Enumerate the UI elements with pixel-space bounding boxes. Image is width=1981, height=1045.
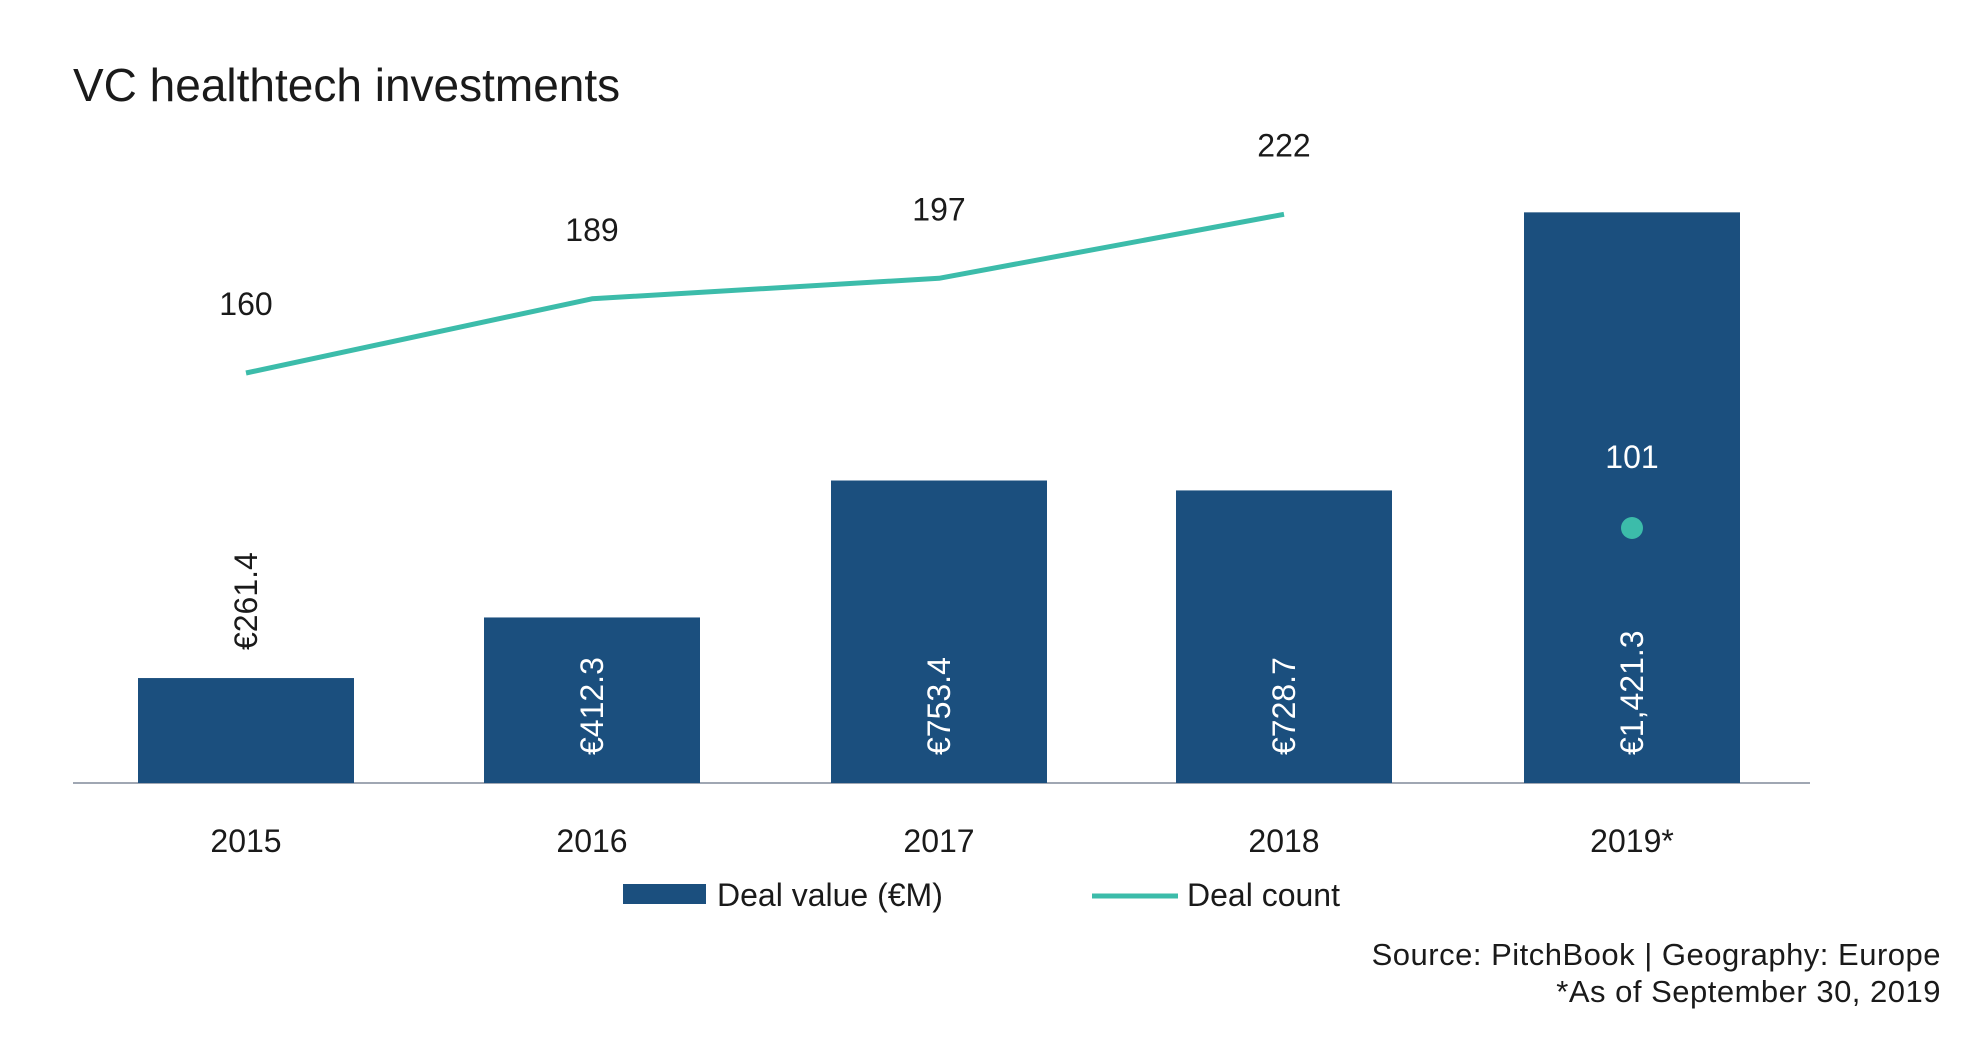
deal-count-point-2019 (1621, 517, 1643, 539)
bar-value-label: €412.3 (574, 657, 610, 755)
deal-count-label: 160 (219, 286, 272, 322)
legend-swatch-deal-value (623, 884, 706, 904)
chart-title: VC healthtech investments (73, 59, 621, 111)
date-note: *As of September 30, 2019 (1556, 974, 1941, 1010)
footer: Source: PitchBook | Geography: Europe *A… (1372, 936, 1941, 1010)
bar-value-label: €261.4 (228, 552, 264, 650)
bar-2015 (138, 678, 354, 783)
x-tick-label: 2018 (1248, 823, 1319, 859)
x-tick-label: 2017 (903, 823, 974, 859)
deal-count-label: 222 (1257, 127, 1310, 163)
x-tick-label: 2019* (1590, 823, 1674, 859)
bar-2018 (1176, 490, 1392, 783)
legend-label-deal-value: Deal value (€M) (717, 877, 943, 913)
bar-2017 (831, 480, 1047, 783)
deal-count-label: 101 (1605, 439, 1658, 475)
x-tick-label: 2015 (210, 823, 281, 859)
deal-count-line (245, 211, 1285, 376)
legend-label-deal-count: Deal count (1187, 877, 1340, 913)
bar-2019* (1524, 212, 1740, 784)
x-tick-label: 2016 (556, 823, 627, 859)
bar-value-label: €753.4 (921, 657, 957, 755)
bar-value-label: €728.7 (1266, 657, 1302, 755)
bar-2016 (484, 617, 700, 783)
bar-value-label: €1,421.3 (1614, 630, 1650, 755)
deal-count-label: 189 (565, 212, 618, 248)
source-note: Source: PitchBook | Geography: Europe (1371, 937, 1941, 972)
deal-count-label: 197 (912, 191, 965, 227)
